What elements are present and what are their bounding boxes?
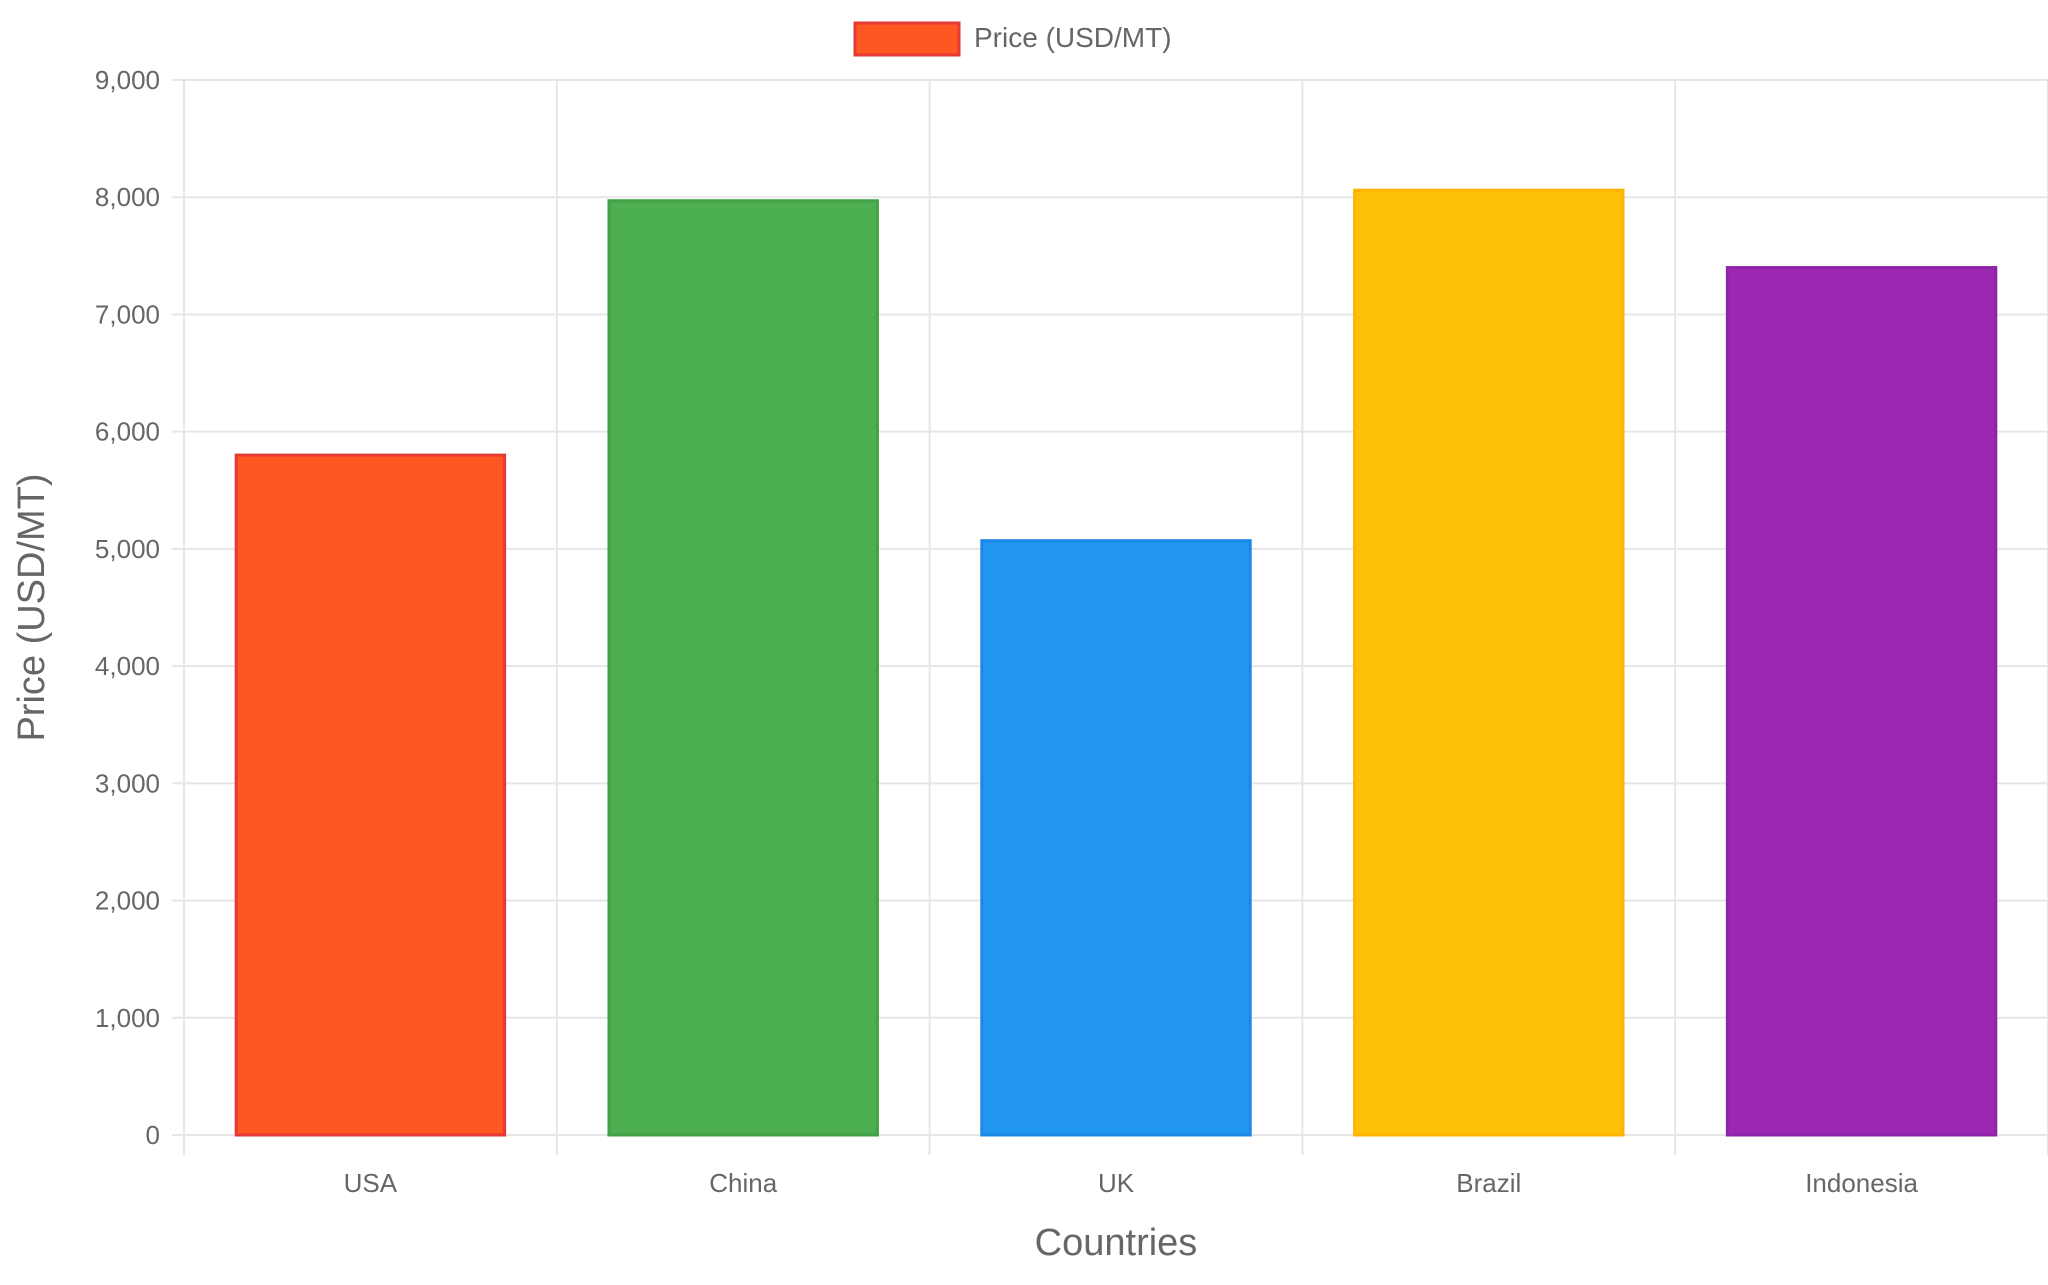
legend[interactable]: Price (USD/MT)	[853, 21, 1172, 57]
bar-indonesia[interactable]	[1725, 266, 1998, 1137]
y-tick-label: 3,000	[95, 768, 160, 798]
bar-china[interactable]	[607, 199, 879, 1137]
x-tick-label: Brazil	[1456, 1168, 1521, 1198]
bar-usa[interactable]	[234, 453, 507, 1137]
legend-label[interactable]: Price (USD/MT)	[974, 22, 1172, 53]
x-tick-label: UK	[1098, 1168, 1135, 1198]
y-tick-label: 6,000	[95, 417, 160, 447]
y-tick-label: 8,000	[95, 182, 160, 212]
legend-swatch[interactable]	[853, 21, 961, 57]
bars	[234, 188, 1998, 1137]
y-tick-label: 0	[146, 1120, 160, 1150]
x-axis-title: Countries	[1035, 1222, 1198, 1264]
y-tick-label: 4,000	[95, 651, 160, 681]
x-tick-label: USA	[344, 1168, 398, 1198]
axes: 0 1,000 2,000 3,000 4,000 5,000 6,000 7,000 8,00…	[95, 65, 1919, 1198]
y-tick-label: 7,000	[95, 299, 160, 329]
bar-brazil[interactable]	[1353, 188, 1625, 1137]
y-tick-label: 1,000	[95, 1003, 160, 1033]
y-tick-label: 9,000	[95, 65, 160, 95]
y-tick-label: 5,000	[95, 534, 160, 564]
x-tick-label: China	[709, 1168, 777, 1198]
y-tick-label: 2,000	[95, 886, 160, 916]
y-axis-title: Price (USD/MT)	[11, 473, 53, 741]
bar-uk[interactable]	[980, 539, 1252, 1137]
x-tick-label: Indonesia	[1805, 1168, 1918, 1198]
